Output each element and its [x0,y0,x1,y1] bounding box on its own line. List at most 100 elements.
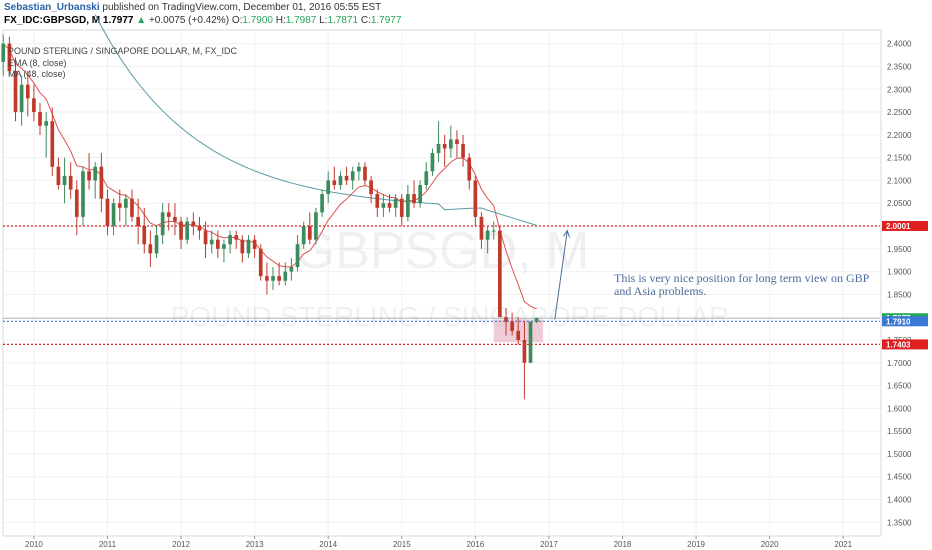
y-tick-label: 1.6500 [887,382,912,391]
candle-body [320,194,324,213]
candle-body [455,139,459,144]
low-value: 1.7871 [327,15,359,26]
candle-body [258,248,263,277]
candle [136,198,140,245]
candle-body [369,180,373,195]
price-tag-bg [882,316,928,327]
candle-body [387,203,392,208]
candle [258,244,263,281]
candle-body [191,221,196,227]
candle-body [357,166,361,172]
candle-body [442,143,447,149]
candle-body [338,175,343,185]
x-tick-label: 2012 [172,540,190,549]
y-tick-label: 2.1000 [887,176,912,185]
y-tick-label: 2.3000 [887,85,912,94]
candle [44,112,49,158]
candle [197,216,202,240]
candle-body [399,198,404,217]
candle [289,257,294,281]
candle [363,162,367,185]
candle [369,175,373,204]
high-value: 1.7987 [285,15,317,26]
candle-body [522,339,527,363]
x-tick-label: 2014 [319,540,337,549]
grid [3,30,880,536]
price-tag: 1.7910 [882,316,928,327]
candle [50,107,55,176]
candle-body [197,226,202,231]
candle-body [209,239,214,245]
annotation-note: This is very nice position for long term… [614,271,869,298]
close-label: C: [360,15,371,26]
candle [516,317,521,345]
candle-body [375,194,380,208]
candle-body [350,171,355,181]
candle [7,36,12,76]
candle-body [62,175,67,185]
open-label: O: [231,15,243,26]
candle [344,166,349,185]
candle-body [13,71,18,113]
candle [68,162,73,199]
candle [418,180,423,208]
candle [491,221,496,240]
price-tag-label: 1.7403 [886,340,911,349]
candle [81,166,85,227]
price-tag-label: 2.0001 [886,222,911,231]
candle [283,262,288,286]
moving-averages [2,14,537,310]
ema-line [2,43,537,310]
candle-body [154,235,159,254]
x-tick-label: 2018 [614,540,632,549]
candle-body [160,212,165,236]
price-tag: 2.0001 [882,220,928,231]
author-link[interactable]: Sebastian_Urbanski [4,2,100,13]
candle [166,203,171,231]
y-tick-label: 1.8500 [887,290,912,299]
price-tag: 1.7403 [882,339,928,350]
candle-body [381,203,386,208]
candle-body [271,276,275,281]
candle [528,321,533,363]
candle [430,148,435,176]
candle [228,230,232,254]
time-axis: 2010 2011 2012 2013 2014 2015 2016 2017 2018 2019… [25,536,853,549]
y-tick-label: 2.1500 [887,154,912,163]
candle-body [240,239,245,254]
chart-header: Sebastian_Urbanski published on TradingV… [0,0,932,30]
y-tick-label: 1.3500 [887,518,912,527]
candle [387,194,392,213]
candle-body [406,194,410,217]
candle-body [99,166,104,199]
sma-line [94,14,537,226]
candle-body [393,198,398,208]
candle-body [534,318,539,322]
candle-body [203,230,208,245]
candle-body [44,121,49,126]
candle [436,121,441,163]
candle [461,134,465,167]
y-tick-label: 2.2000 [887,131,912,140]
candle-body [314,212,318,240]
candle [56,157,61,190]
candle [32,84,36,122]
candle-body [38,112,42,126]
candle-body [93,166,98,181]
y-tick-label: 1.9000 [887,268,912,277]
y-tick-label: 2.3500 [887,62,912,71]
candle-body [424,171,429,185]
candle-body [166,212,171,217]
candle-body [222,244,226,249]
candle [25,71,30,117]
candle-body [326,180,331,195]
candle [301,221,306,249]
candle-body [467,157,472,181]
close-value: 1.7977 [370,15,402,26]
candle-body [301,226,306,245]
legend-sma: MA (48, close) [8,69,66,79]
candle-body [1,43,6,62]
y-tick-label: 1.9500 [887,245,912,254]
candle-body [332,180,337,185]
